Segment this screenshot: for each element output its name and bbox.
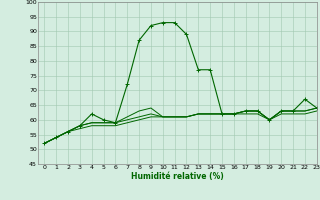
X-axis label: Humidité relative (%): Humidité relative (%) bbox=[131, 172, 224, 181]
